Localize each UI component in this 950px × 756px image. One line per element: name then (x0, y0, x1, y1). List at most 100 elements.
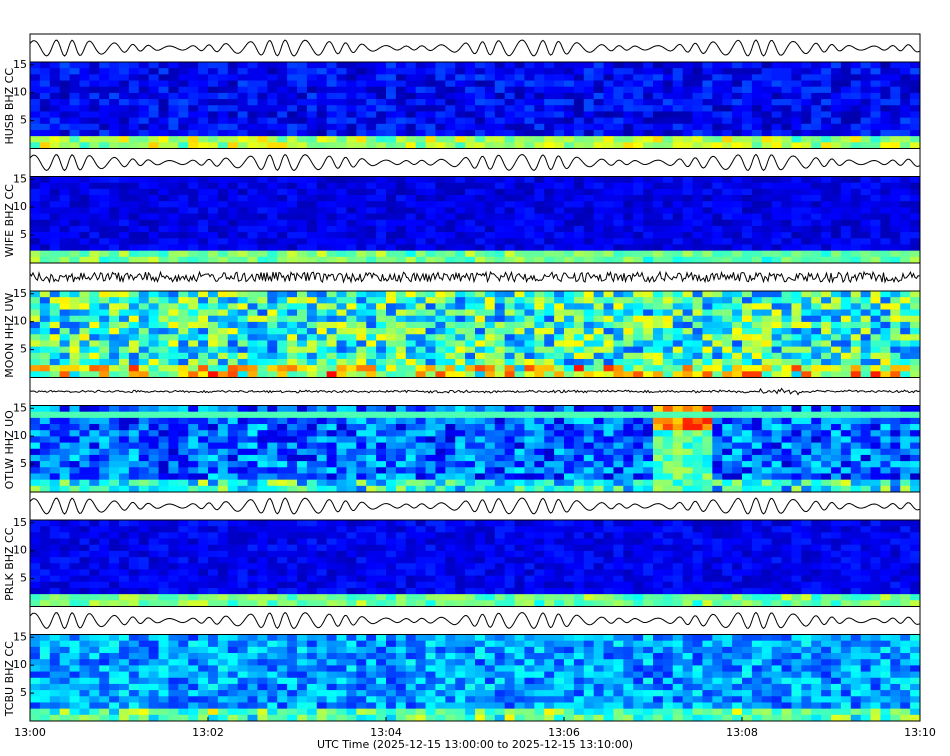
spectrogram-cell (119, 62, 130, 69)
spectrogram-cell (702, 176, 713, 184)
spectrogram-cell (326, 182, 338, 190)
spectrogram-cell (811, 74, 822, 82)
spectrogram-cell (880, 182, 891, 190)
spectrogram-cell (791, 201, 802, 208)
spectrogram-cell (405, 436, 417, 444)
spectrogram-cell (109, 340, 120, 348)
spectrogram-cell (504, 411, 516, 419)
spectrogram-cell (99, 250, 110, 258)
spectrogram-cell (109, 473, 120, 481)
spectrogram-cell (435, 442, 446, 450)
spectrogram-cell (386, 238, 397, 245)
spectrogram-cell (267, 321, 278, 329)
spectrogram-cell (544, 461, 555, 468)
spectrogram-cell (148, 176, 160, 184)
spectrogram-cell (69, 321, 80, 329)
spectrogram-cell (257, 467, 268, 474)
spectrogram-cell (633, 405, 644, 413)
spectrogram-cell (465, 105, 476, 112)
spectrogram-cell (831, 291, 842, 298)
spectrogram-cell (564, 62, 575, 69)
spectrogram-cell (257, 99, 268, 106)
spectrogram-cell (593, 315, 605, 323)
spectrogram-cell (445, 68, 456, 75)
spectrogram-cell (524, 182, 535, 190)
spectrogram-cell (504, 256, 516, 264)
spectrogram-cell (890, 309, 901, 317)
spectrogram-cell (860, 411, 872, 419)
spectrogram-cell (445, 238, 456, 245)
spectrogram-cell (366, 461, 377, 468)
spectrogram-cell (880, 129, 891, 137)
spectrogram-cell (208, 461, 219, 468)
spectrogram-cell (287, 232, 298, 239)
spectrogram-cell (791, 448, 802, 456)
spectrogram-cell (702, 136, 713, 143)
spectrogram-cell (573, 117, 585, 125)
spectrogram-cell (850, 461, 862, 468)
spectrogram-cell (39, 201, 51, 208)
spectrogram-cell (316, 123, 328, 131)
spectrogram-cell (415, 430, 427, 437)
spectrogram-cell (484, 291, 496, 298)
spectrogram-cell (781, 188, 792, 196)
spectrogram-cell (781, 219, 792, 227)
spectrogram-cell (356, 346, 367, 354)
spectrogram-cell (178, 74, 189, 82)
spectrogram-cell (633, 297, 644, 304)
spectrogram-cell (504, 129, 516, 137)
spectrogram-cell (158, 201, 169, 208)
spectrogram-cell (751, 303, 763, 311)
spectrogram-cell (554, 448, 565, 456)
spectrogram-cell (257, 417, 268, 425)
spectrogram-cell (237, 92, 249, 100)
spectrogram-cell (445, 142, 456, 149)
spectrogram-cell (722, 309, 733, 317)
spectrogram-cell (415, 442, 427, 450)
spectrogram-cell (514, 129, 525, 137)
spectrogram-cell (445, 123, 456, 131)
spectrogram-cell (771, 142, 783, 149)
spectrogram-cell (554, 123, 565, 131)
spectrogram-cell (79, 74, 90, 82)
spectrogram-cell (870, 461, 881, 468)
spectrogram-cell (504, 105, 516, 112)
spectrogram-cell (484, 473, 496, 481)
spectrogram-cell (168, 430, 179, 437)
spectrogram-cell (386, 129, 397, 137)
spectrogram-cell (880, 479, 891, 487)
spectrogram-cell (188, 365, 199, 372)
spectrogram-cell (465, 99, 476, 106)
spectrogram-cell (425, 74, 436, 82)
spectrogram-cell (633, 244, 644, 252)
spectrogram-cell (712, 250, 723, 258)
spectrogram-cell (267, 238, 278, 245)
spectrogram-cell (257, 123, 268, 131)
spectrogram-cell (534, 430, 545, 437)
spectrogram-cell (662, 188, 674, 196)
spectrogram-cell (682, 358, 694, 366)
spectrogram-cell (208, 74, 219, 82)
spectrogram-cell (761, 99, 773, 106)
spectrogram-cell (49, 62, 61, 69)
spectrogram-cell (227, 105, 239, 112)
y-tick-label: 10 (13, 200, 27, 213)
spectrogram-cell (237, 454, 249, 462)
spectrogram-cell (89, 297, 100, 304)
spectrogram-cell (306, 219, 318, 227)
spectrogram-cell (643, 219, 654, 227)
spectrogram-cell (880, 105, 891, 112)
spectrogram-cell (247, 436, 258, 444)
spectrogram-cell (386, 182, 397, 190)
spectrogram-cell (821, 142, 832, 149)
spectrogram-cell (415, 467, 427, 474)
spectrogram-cell (435, 99, 446, 106)
spectrogram-cell (761, 430, 773, 437)
spectrogram-cell (840, 123, 852, 131)
spectrogram-cell (198, 424, 209, 431)
spectrogram-cell (860, 467, 872, 474)
spectrogram-cell (870, 62, 881, 69)
spectrogram-cell (573, 201, 585, 208)
spectrogram-cell (484, 182, 496, 190)
spectrogram-cell (514, 111, 525, 119)
